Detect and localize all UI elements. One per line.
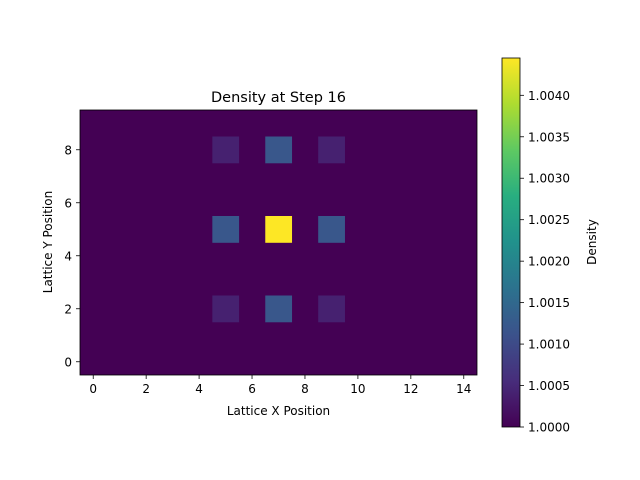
colorbar-tick-label: 1.0035 xyxy=(528,130,570,144)
x-tick-label: 10 xyxy=(350,382,365,396)
x-tick-label: 8 xyxy=(301,382,309,396)
colorbar-gradient xyxy=(501,57,521,428)
colorbar-tick-label: 1.0015 xyxy=(528,296,570,310)
x-tick-label: 12 xyxy=(403,382,418,396)
y-tick-label: 0 xyxy=(64,355,72,369)
heatmap-cell xyxy=(212,136,240,164)
heatmap-cell xyxy=(318,216,345,243)
y-axis: 0 2 4 6 8 xyxy=(64,143,80,369)
colorbar-tick-label: 1.0000 xyxy=(528,421,570,435)
heatmap-cell xyxy=(318,136,345,164)
colorbar-tick-label: 1.0040 xyxy=(528,89,570,103)
colorbar-tick-label: 1.0005 xyxy=(528,379,570,393)
colorbar-tick-label: 1.0020 xyxy=(528,255,570,269)
x-axis-label: Lattice X Position xyxy=(227,404,330,418)
heatmap-cell xyxy=(212,216,240,243)
x-axis: 0 2 4 6 8 10 12 14 xyxy=(89,375,471,396)
colorbar-tick-label: 1.0030 xyxy=(528,172,570,186)
y-tick-label: 2 xyxy=(64,302,72,316)
x-tick-label: 0 xyxy=(89,382,97,396)
x-tick-label: 14 xyxy=(456,382,471,396)
y-tick-label: 4 xyxy=(64,249,72,263)
colorbar-tick-label: 1.0025 xyxy=(528,213,570,227)
colorbar-ticks: 1.0000 1.0005 1.0010 1.0015 1.0020 1.0025 1.00… xyxy=(520,89,570,435)
plot-frame xyxy=(79,109,478,376)
y-tick-label: 6 xyxy=(64,196,72,210)
chart-title: Density at Step 16 xyxy=(211,90,346,106)
x-tick-label: 4 xyxy=(195,382,203,396)
y-tick-label: 8 xyxy=(64,143,72,157)
heatmap-cell xyxy=(265,136,293,164)
colorbar-label: Density xyxy=(585,219,599,265)
plot-area xyxy=(79,109,478,376)
heatmap-cell xyxy=(265,295,293,323)
colorbar: 1.0000 1.0005 1.0010 1.0015 1.0020 1.0025 1.00… xyxy=(501,57,599,435)
x-tick-label: 2 xyxy=(142,382,150,396)
colorbar-tick-label: 1.0010 xyxy=(528,338,570,352)
heatmap-cell xyxy=(265,216,293,243)
y-axis-label: Lattice Y Position xyxy=(41,191,55,293)
heatmap-cell xyxy=(212,295,240,323)
heatmap-cell xyxy=(318,295,345,323)
x-tick-label: 6 xyxy=(248,382,256,396)
